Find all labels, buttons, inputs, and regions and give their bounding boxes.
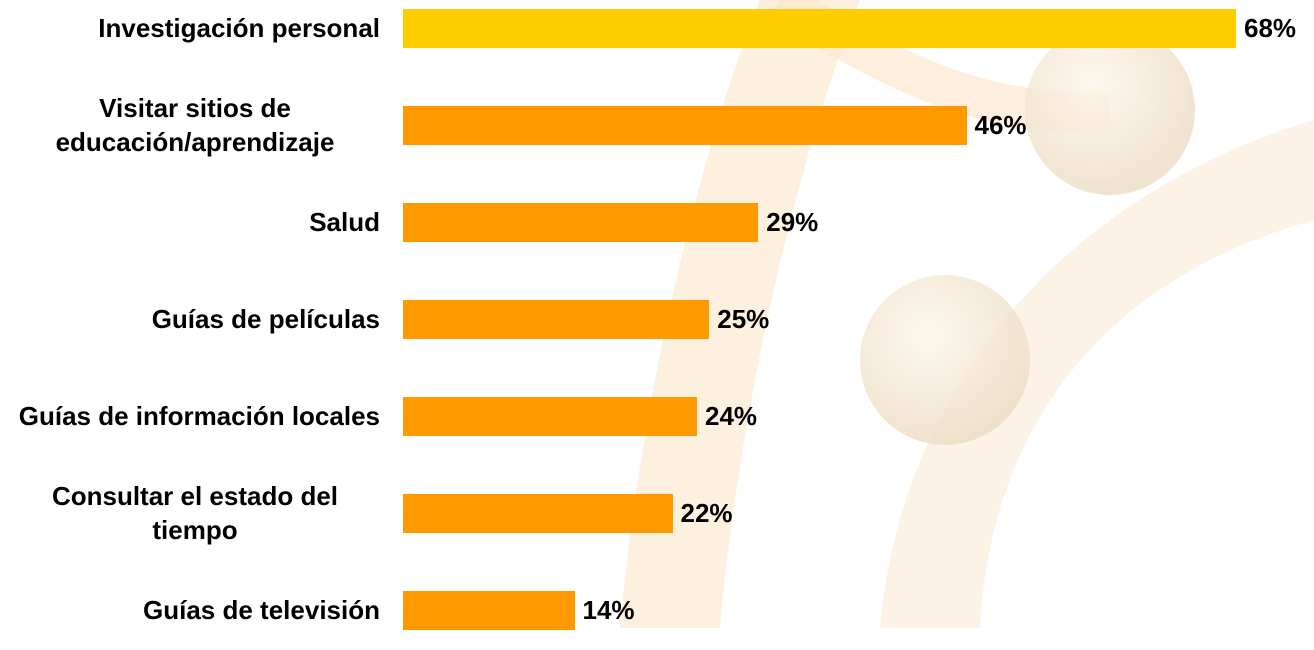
category-label: Visitar sitios de educación/aprendizaje xyxy=(55,93,335,157)
category-label-box: Consultar el estado del tiempo xyxy=(0,473,380,553)
value-label: 29% xyxy=(766,207,819,237)
bar xyxy=(403,105,967,145)
bar xyxy=(403,590,575,630)
chart: Investigación personal 68% Visitar sitios … xyxy=(0,0,1297,630)
category-label: Consultar el estado del tiempo xyxy=(51,481,339,545)
value-label: 68% xyxy=(1244,13,1297,43)
value-label: 46% xyxy=(974,110,1027,140)
category-label: Guías de televisión xyxy=(143,595,380,625)
bar xyxy=(403,299,710,339)
category-label-box: Guías de información locales xyxy=(0,376,380,456)
category-label: Investigación personal xyxy=(98,13,380,43)
category-label-box: Salud xyxy=(0,182,380,262)
category-label: Guías de información locales xyxy=(18,401,380,431)
value-label: 25% xyxy=(717,304,770,334)
bar xyxy=(403,8,1236,48)
category-label-box: Guías de televisión xyxy=(0,570,380,650)
bar xyxy=(403,493,673,533)
page: Investigación personal 68% Visitar sitios … xyxy=(0,0,1314,630)
category-label-box: Visitar sitios de educación/aprendizaje xyxy=(0,85,380,165)
bar xyxy=(403,202,759,242)
category-label-box: Guías de películas xyxy=(0,279,380,359)
category-label-box: Investigación personal xyxy=(0,0,380,68)
category-label: Salud xyxy=(309,207,380,237)
background-decoration xyxy=(620,0,1314,628)
bar xyxy=(403,396,697,436)
value-label: 22% xyxy=(680,498,733,528)
value-label: 14% xyxy=(582,595,635,625)
category-label: Guías de películas xyxy=(151,304,380,334)
value-label: 24% xyxy=(705,401,758,431)
